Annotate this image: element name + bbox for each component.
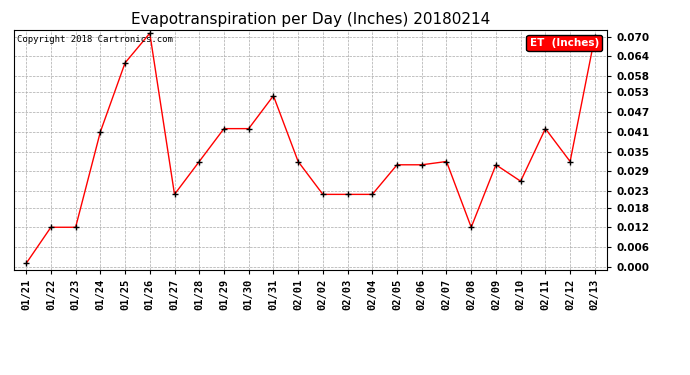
Title: Evapotranspiration per Day (Inches) 20180214: Evapotranspiration per Day (Inches) 2018… bbox=[131, 12, 490, 27]
Text: Copyright 2018 Cartronics.com: Copyright 2018 Cartronics.com bbox=[17, 35, 172, 44]
Legend: ET  (Inches): ET (Inches) bbox=[526, 35, 602, 51]
